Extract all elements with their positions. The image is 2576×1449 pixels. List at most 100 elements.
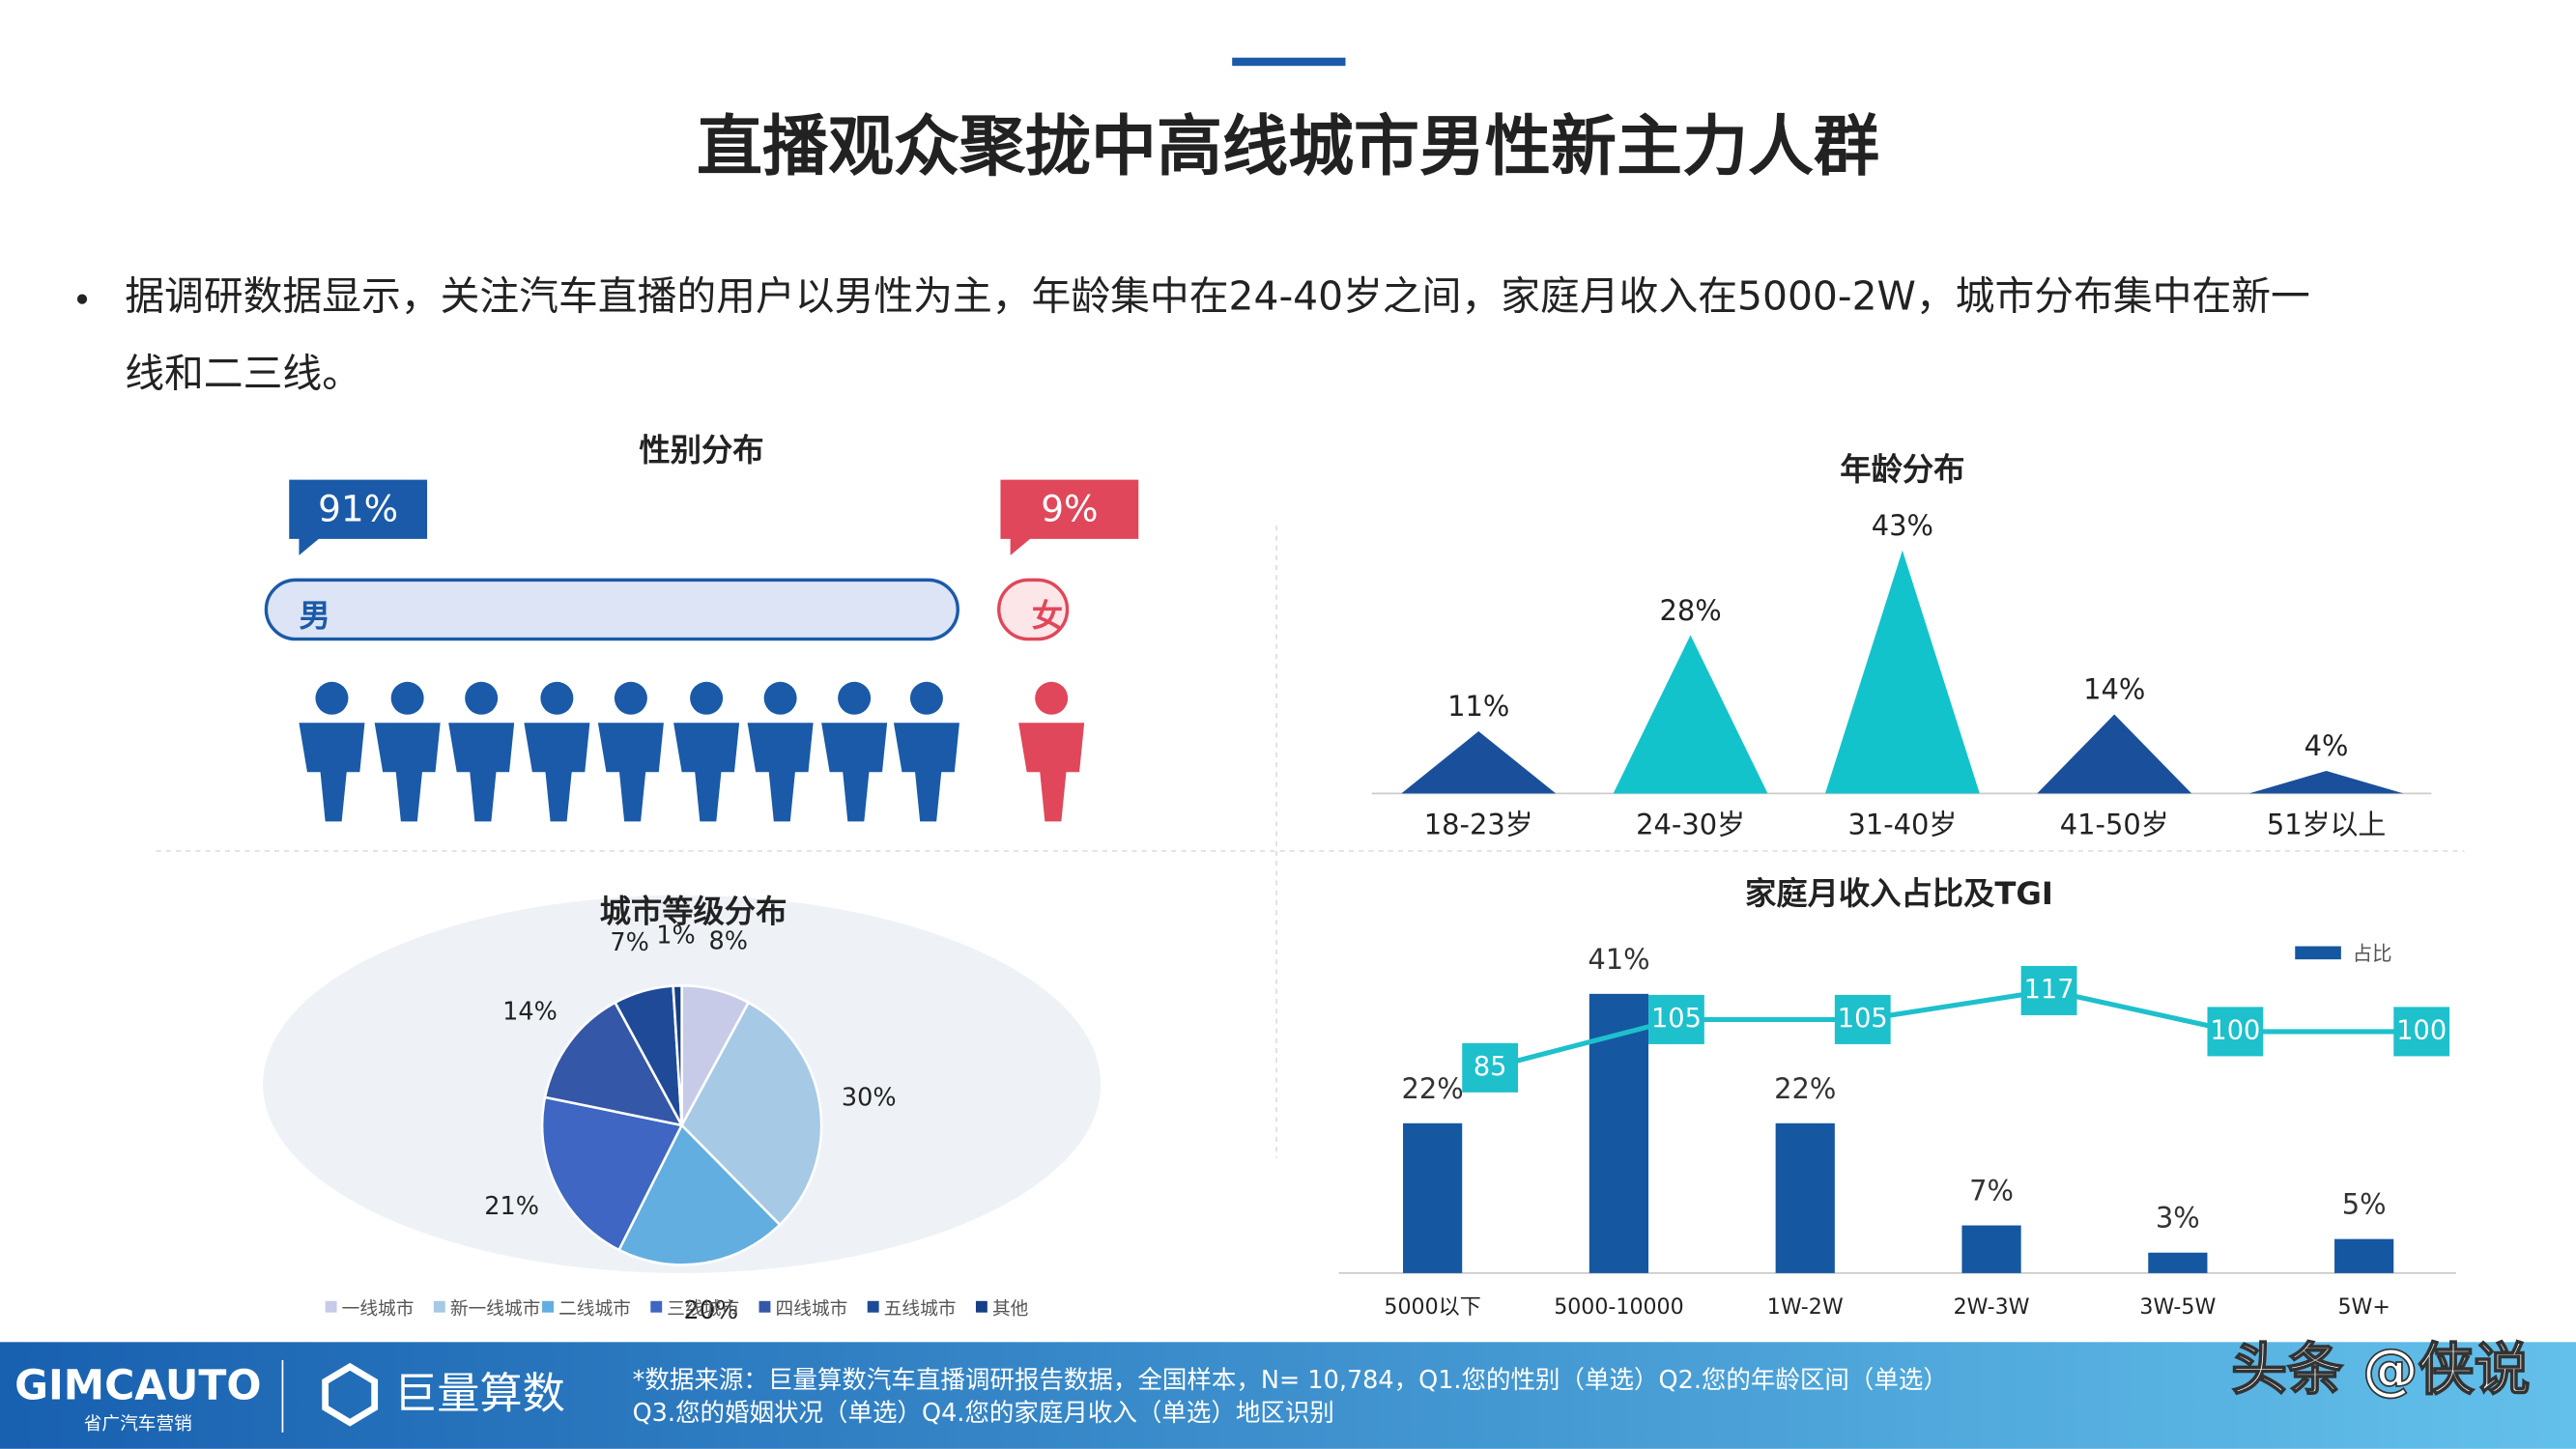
value-label: 14%: [502, 997, 558, 1026]
chart-title: 年龄分布: [1840, 451, 1964, 488]
bullet-dot: [76, 294, 88, 304]
value-label: 43%: [1872, 509, 1933, 542]
value-label: 5%: [2342, 1188, 2387, 1221]
triangle: [1401, 731, 1557, 794]
value-label: 22%: [1402, 1072, 1464, 1105]
accent: [1232, 57, 1346, 67]
value-label: 7%: [610, 928, 648, 957]
person-icon: [893, 723, 959, 822]
gender-bar: [997, 578, 1070, 641]
footer: [0, 1342, 2576, 1449]
pie-slice: [672, 984, 683, 1125]
tgi-label: 105: [1651, 1004, 1702, 1034]
legend-swatch: [867, 1300, 879, 1313]
legend-swatch: [758, 1300, 771, 1313]
tgi-box: [2393, 1007, 2450, 1057]
person-icon: [614, 681, 647, 715]
bar: [1775, 1122, 1835, 1273]
x-tick-label: 5W+: [2337, 1294, 2390, 1320]
legend-label: 四线城市: [776, 1299, 848, 1320]
pie-slice: [543, 1001, 685, 1127]
value-label: 41%: [1588, 943, 1649, 976]
person-icon: [524, 723, 590, 822]
bubble: [289, 479, 428, 555]
bullet-text: 线和二三线。: [125, 351, 361, 397]
x-tick-label: 3W-5W: [2139, 1294, 2216, 1320]
bullet-text: 据调研数据显示，关注汽车直播的用户以男性为主，年龄集中在24-40岁之间，家庭月…: [125, 273, 2310, 320]
x-tick-label: 18-23岁: [1424, 808, 1533, 840]
person-icon: [374, 723, 441, 822]
value-label: 1%: [656, 921, 695, 950]
gender-bar: [264, 578, 959, 641]
person-icon: [909, 681, 943, 715]
x-tick-label: 2W-3W: [1954, 1294, 2030, 1320]
pie-slice: [616, 1122, 782, 1266]
person-icon: [1018, 723, 1085, 822]
gender-label: 男: [299, 597, 329, 634]
value-label: 91%: [318, 487, 398, 529]
triangle: [1824, 550, 1980, 794]
person-icon: [540, 681, 574, 715]
legend-label: 新一线城市: [450, 1299, 540, 1320]
tgi-box: [1648, 994, 1704, 1044]
legend-label: 二线城市: [558, 1299, 631, 1320]
person-icon: [465, 681, 499, 715]
value-label: 8%: [709, 926, 748, 955]
person-icon: [315, 681, 349, 715]
x-tick-label: 5000-10000: [1554, 1294, 1683, 1320]
chart-title: 性别分布: [639, 432, 763, 469]
legend-label: 三线城市: [667, 1299, 739, 1320]
brand: GIMCAUTO: [14, 1362, 261, 1409]
tgi-line: [1489, 987, 2422, 1070]
title: 直播观众聚拢中高线城市男性新主力人群: [697, 109, 1879, 185]
value-label: 21%: [484, 1192, 539, 1221]
legend-swatch: [975, 1300, 987, 1313]
person-icon: [448, 723, 515, 822]
value-label: 3%: [2156, 1202, 2200, 1235]
person-icon: [390, 681, 424, 715]
person-icon: [673, 723, 740, 822]
person-icon: [299, 723, 365, 822]
value-label: 11%: [1447, 690, 1509, 723]
bubble: [1000, 479, 1139, 555]
person-icon: [838, 681, 872, 715]
person-icon: [690, 681, 724, 715]
tgi-box: [2207, 1007, 2264, 1057]
value-label: 28%: [1659, 594, 1721, 627]
watermark: 头条 @侠说: [2231, 1337, 2530, 1403]
bar: [2334, 1238, 2394, 1273]
gender-label: 女: [1032, 597, 1063, 634]
tgi-label: 85: [1474, 1052, 1507, 1082]
legend-swatch: [2295, 946, 2341, 960]
pie-slice: [680, 1001, 823, 1227]
legend-label: 一线城市: [342, 1299, 415, 1320]
tgi-label: 100: [2210, 1015, 2260, 1045]
person-icon: [821, 723, 888, 822]
bar: [1961, 1225, 2021, 1273]
source: Q3.您的婚姻状况（单选）Q4.您的家庭月收入（单选）地区识别: [633, 1399, 1334, 1428]
tgi-label: 100: [2396, 1015, 2447, 1045]
brand-sub: 省广汽车营销: [84, 1414, 192, 1435]
person-icon: [747, 723, 814, 822]
tgi-box: [1462, 1042, 1519, 1093]
chart-title: 家庭月收入占比及TGI: [1745, 875, 2053, 912]
person-icon: [1035, 681, 1069, 715]
source: *数据来源：巨量算数汽车直播调研报告数据，全国样本，N= 10,784，Q1.您…: [633, 1366, 1948, 1395]
partner: 巨量算数: [394, 1369, 565, 1418]
person-icon: [597, 723, 664, 822]
tgi-label: 117: [2024, 975, 2075, 1005]
legend-swatch: [325, 1300, 337, 1313]
triangle: [2248, 771, 2404, 794]
value-label: 14%: [2083, 673, 2145, 706]
legend-swatch: [542, 1300, 554, 1313]
tgi-box: [1834, 994, 1891, 1044]
legend-swatch: [650, 1300, 663, 1313]
tgi-box: [2020, 965, 2077, 1015]
x-tick-label: 41-50岁: [2060, 808, 2169, 840]
value-label: 7%: [1969, 1175, 2014, 1208]
x-tick-label: 51岁以上: [2267, 808, 2386, 840]
value-label: 30%: [842, 1084, 897, 1113]
logo: [322, 1362, 379, 1427]
